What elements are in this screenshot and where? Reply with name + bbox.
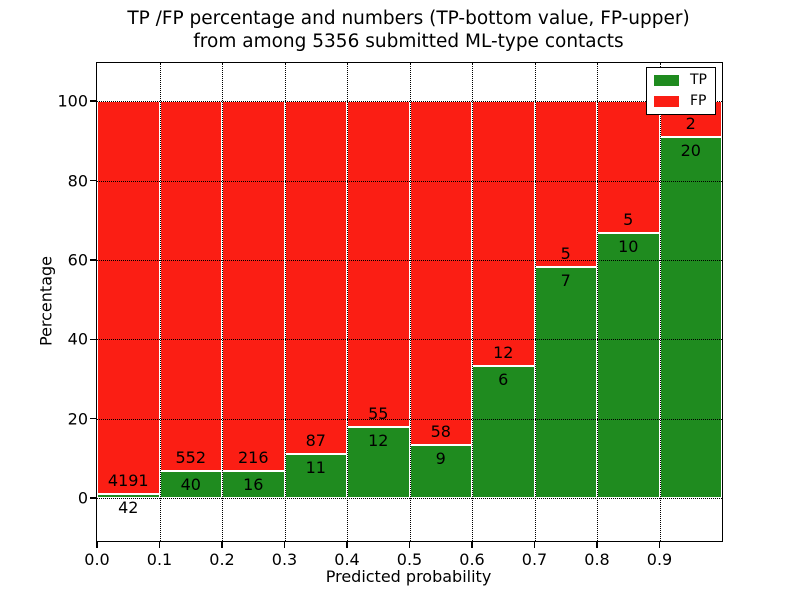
- x-gridline: [347, 63, 348, 541]
- bar-count-fp: 552: [175, 448, 207, 468]
- bar-count-fp: 55: [368, 404, 389, 424]
- bar-segment-fp: [347, 101, 410, 427]
- x-tick-label: 0.1: [146, 550, 173, 569]
- x-gridline: [284, 63, 286, 541]
- legend-entry-fp: FP: [654, 94, 707, 109]
- legend-fp-swatch: [654, 96, 679, 107]
- x-tick-label: 0.9: [646, 550, 673, 569]
- legend: TP FP: [646, 67, 716, 115]
- x-tick-label: 0.4: [334, 550, 360, 569]
- bar-count-tp: 16: [243, 474, 264, 494]
- x-tick-mark: [283, 542, 286, 549]
- bar-segment-fp: [284, 101, 347, 454]
- y-tick-mark: [89, 418, 96, 420]
- bar-count-tp: 6: [498, 369, 509, 389]
- bar-segment-tp: [659, 137, 722, 499]
- x-gridline: [534, 63, 536, 541]
- bar-count-fp: 12: [493, 342, 514, 362]
- x-tick-mark: [221, 542, 223, 549]
- bar-segment-fp: [97, 101, 160, 495]
- x-tick-mark: [158, 542, 161, 549]
- bar-count-tp: 10: [618, 237, 639, 257]
- y-axis-label: Percentage: [36, 255, 56, 347]
- bar-count-tp: 12: [368, 431, 389, 451]
- y-tick-mark: [89, 338, 96, 340]
- legend-tp-label: TP: [690, 72, 707, 88]
- bar-segment-fp: [222, 101, 285, 471]
- plot-area: TP FP 4191 42 552 40 216 16 87 11 55 12 58 9 12 6 5 7 5 1…: [57, 62, 723, 569]
- bar-count-tp: 7: [560, 270, 571, 290]
- bar-count-fp: 5: [623, 210, 634, 230]
- y-tick-mark: [89, 259, 96, 261]
- x-gridline: [659, 63, 661, 541]
- x-tick-mark: [408, 542, 411, 549]
- bar-segment-fp: [409, 101, 472, 445]
- bar-count-fp: 2: [685, 114, 696, 134]
- bar-segment-fp: [159, 101, 222, 472]
- bar-segment-tp: [159, 471, 222, 499]
- bar-count-tp: 11: [305, 457, 326, 477]
- x-axis-label: Predicted probability: [325, 567, 492, 586]
- bar-segment-tp: [284, 453, 347, 499]
- x-tick-label: 0.3: [271, 550, 298, 569]
- x-tick-label: 0.6: [459, 550, 485, 569]
- legend-entry-tp: TP: [654, 73, 707, 88]
- x-tick-label: 0.0: [84, 550, 110, 569]
- y-tick-label: 20: [67, 409, 88, 429]
- y-tick-mark: [89, 497, 96, 499]
- bar-count-fp: 4191: [107, 471, 149, 491]
- bar-count-fp: 87: [305, 430, 326, 450]
- x-gridline: [472, 63, 473, 541]
- x-tick-label: 0.5: [396, 550, 423, 569]
- bar-segment-tp: [597, 233, 660, 499]
- y-tick-label: 0: [77, 488, 88, 508]
- legend-tp-swatch: [654, 75, 679, 86]
- bar-count-tp: 42: [118, 498, 139, 518]
- y-tick-label: 100: [57, 91, 88, 111]
- x-tick-mark: [96, 542, 98, 549]
- y-tick-label: 80: [67, 171, 88, 190]
- bar-segment-fp: [597, 101, 660, 234]
- y-tick-mark: [89, 100, 96, 102]
- bar-segment-tp: [97, 494, 160, 499]
- bar-segment-tp: [347, 427, 410, 499]
- bar-count-tp: 20: [680, 141, 701, 161]
- x-tick-mark: [471, 542, 473, 549]
- x-tick-mark: [596, 542, 598, 549]
- x-gridline: [159, 63, 161, 541]
- x-tick-mark: [533, 542, 536, 549]
- legend-fp-label: FP: [690, 93, 707, 109]
- y-tick-label: 40: [67, 329, 88, 349]
- bar-count-fp: 5: [560, 243, 571, 263]
- bar-segment-tp: [534, 266, 597, 499]
- x-tick-mark: [658, 542, 661, 549]
- y-tick-label: 60: [67, 250, 88, 270]
- bar-count-fp: 216: [237, 447, 269, 467]
- y-tick-mark: [89, 179, 96, 182]
- bar-count-fp: 58: [430, 421, 451, 441]
- x-tick-mark: [346, 542, 348, 549]
- bar-count-tp: 9: [435, 448, 446, 468]
- x-tick-label: 0.8: [584, 550, 610, 569]
- bar-segment-fp: [472, 101, 535, 366]
- x-gridline: [222, 63, 223, 541]
- x-gridline: [597, 63, 598, 541]
- bar-segment-tp: [472, 365, 535, 499]
- bar-count-tp: 40: [180, 475, 201, 495]
- x-gridline: [409, 63, 411, 541]
- x-tick-label: 0.2: [209, 550, 235, 569]
- chart-title: TP /FP percentage and numbers (TP-bottom…: [127, 8, 690, 52]
- x-tick-label: 0.7: [521, 550, 548, 569]
- bar-segment-fp: [534, 101, 597, 267]
